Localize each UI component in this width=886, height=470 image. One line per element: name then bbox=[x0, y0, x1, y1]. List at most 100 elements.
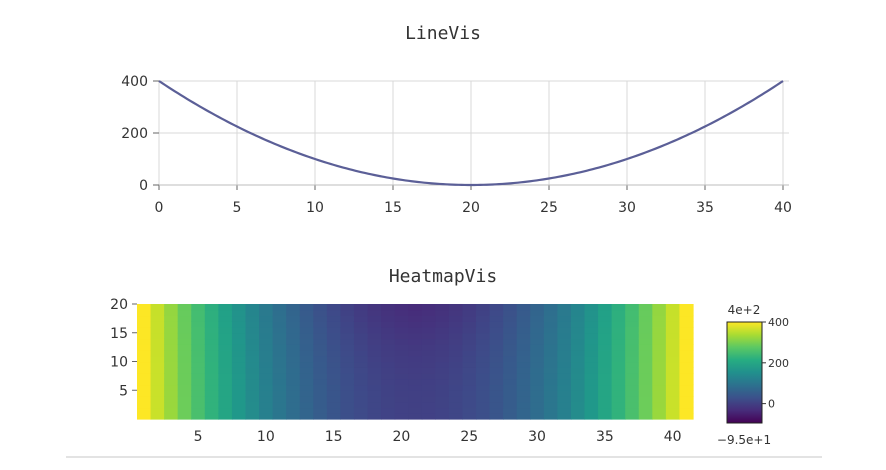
heatmap-cell bbox=[340, 338, 355, 345]
line-x-tick-label: 0 bbox=[155, 200, 164, 216]
heatmap-cell bbox=[625, 373, 640, 380]
heatmap-cell bbox=[665, 332, 681, 340]
heatmap-cell bbox=[367, 321, 382, 328]
heatmap-cell bbox=[408, 361, 423, 368]
heatmap-cell bbox=[625, 396, 640, 403]
heatmap-cell bbox=[231, 332, 247, 340]
heatmap-cell bbox=[286, 355, 301, 363]
heatmap-cell bbox=[164, 361, 179, 368]
heatmap-cell bbox=[231, 309, 247, 317]
heatmap-cell bbox=[598, 327, 613, 334]
heatmap-cell bbox=[367, 338, 382, 345]
heatmap-cell bbox=[204, 401, 219, 409]
heatmap-cell bbox=[503, 396, 518, 403]
heatmap-cell bbox=[164, 315, 179, 322]
heatmap-cell bbox=[353, 338, 369, 345]
heatmap-cell bbox=[150, 309, 165, 317]
heatmap-cell bbox=[408, 367, 423, 374]
heatmap-cell bbox=[340, 407, 355, 414]
heatmap-cell bbox=[570, 390, 586, 397]
heatmap-cell bbox=[625, 344, 640, 351]
heatmap-cell bbox=[638, 315, 653, 322]
heatmap-cell bbox=[272, 390, 287, 397]
heatmap-cell bbox=[394, 350, 409, 357]
heatmap-cell bbox=[598, 361, 613, 368]
heatmap-cell bbox=[394, 390, 409, 397]
heatmap-cell bbox=[191, 378, 206, 386]
heatmap-cell bbox=[231, 361, 247, 368]
heatmap-cell bbox=[137, 378, 152, 386]
heatmap-cell bbox=[611, 361, 626, 368]
line-x-tick-label: 35 bbox=[696, 200, 714, 216]
heatmap-cell bbox=[503, 315, 518, 322]
heatmap-cell bbox=[476, 315, 491, 322]
heatmap-cell bbox=[394, 321, 409, 328]
heatmap-cell bbox=[286, 390, 301, 397]
line-y-axis: 0 200 400 bbox=[121, 74, 159, 194]
heatmap-cell bbox=[584, 309, 599, 317]
heatmap-cell bbox=[435, 378, 450, 386]
heatmap-cell bbox=[191, 373, 206, 380]
heatmap-cell bbox=[530, 309, 545, 317]
heatmap-cell bbox=[313, 321, 328, 328]
heatmap-cell bbox=[326, 407, 342, 414]
heatmap-cell bbox=[584, 396, 599, 403]
heatmap-cell bbox=[286, 384, 301, 391]
heatmap-cell bbox=[353, 390, 369, 397]
heatmap-cell bbox=[394, 338, 409, 345]
heatmap-cell bbox=[679, 309, 694, 317]
heatmap-cell bbox=[245, 396, 260, 403]
heatmap-cell bbox=[313, 332, 328, 340]
heatmap-cell bbox=[367, 350, 382, 357]
heatmap-cell bbox=[150, 390, 165, 397]
heatmap-cell bbox=[150, 304, 165, 311]
heatmap-cell bbox=[476, 344, 491, 351]
heatmap-cell bbox=[611, 378, 626, 386]
heatmap-cell bbox=[543, 321, 558, 328]
heatmap-cell bbox=[421, 344, 436, 351]
heatmap-cell bbox=[259, 361, 274, 368]
heatmap-cell bbox=[218, 407, 233, 414]
heatmap-cell bbox=[231, 327, 247, 334]
heatmap-cell bbox=[598, 332, 613, 340]
heatmap-cell bbox=[150, 361, 165, 368]
heatmap-cell bbox=[489, 338, 504, 345]
heatmap-cell bbox=[543, 344, 558, 351]
heatmap-cell bbox=[625, 332, 640, 340]
heatmap-cell bbox=[652, 373, 667, 380]
heatmap-cell bbox=[340, 378, 355, 386]
heatmap-cell bbox=[503, 378, 518, 386]
heatmap-cell bbox=[625, 367, 640, 374]
heatmap-cell bbox=[421, 401, 436, 409]
heatmap-cell bbox=[570, 344, 586, 351]
heatmap-cell bbox=[679, 355, 694, 363]
heatmap-cell bbox=[381, 309, 396, 317]
heatmap-cell bbox=[462, 332, 477, 340]
heatmap-cell bbox=[340, 355, 355, 363]
heatmap-cell bbox=[679, 304, 694, 311]
heatmap-cell bbox=[177, 396, 192, 403]
heatmap-cell bbox=[381, 390, 396, 397]
heatmap-cell bbox=[503, 338, 518, 345]
heatmap-cell bbox=[652, 401, 667, 409]
heatmap-cell bbox=[584, 413, 599, 420]
heatmap-cell bbox=[408, 350, 423, 357]
heatmap-cell bbox=[503, 321, 518, 328]
heatmap-cell bbox=[448, 407, 464, 414]
heatmap-cell bbox=[570, 401, 586, 409]
heatmap-cell bbox=[272, 361, 287, 368]
heatmap-cell bbox=[381, 367, 396, 374]
heatmap-cell bbox=[137, 384, 152, 391]
heatmap-cell bbox=[164, 332, 179, 340]
heatmap-cell bbox=[313, 304, 328, 311]
heatmap-cell bbox=[259, 390, 274, 397]
heatmap-cell bbox=[516, 401, 531, 409]
heatmap-cell bbox=[272, 373, 287, 380]
heatmap-cell bbox=[164, 367, 179, 374]
heatmap-cell bbox=[598, 413, 613, 420]
heatmap-cell bbox=[625, 315, 640, 322]
heatmap-cell bbox=[381, 396, 396, 403]
heatmap-cell bbox=[489, 332, 504, 340]
heatmap-cell bbox=[476, 361, 491, 368]
